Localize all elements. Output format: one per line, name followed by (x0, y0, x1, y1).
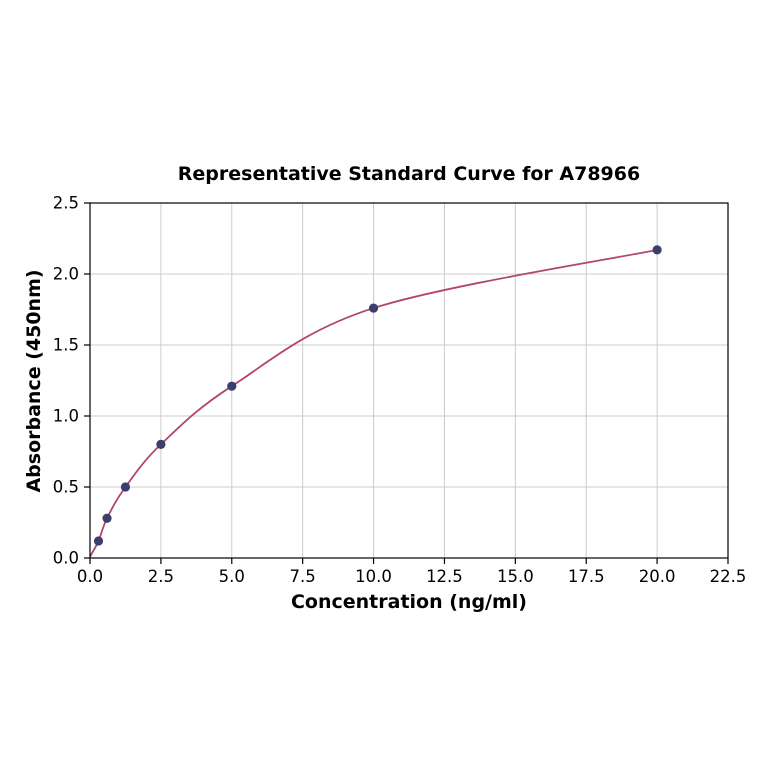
fit-curve (89, 248, 658, 558)
plot-border (89, 202, 729, 559)
data-point (93, 536, 104, 546)
y-tick-label: 2.0 (53, 265, 79, 284)
x-tick-label: 17.5 (568, 567, 605, 586)
y-tick-label: 0.5 (53, 478, 79, 497)
y-tick-label: 2.5 (53, 194, 79, 213)
fit-curve-path (89, 248, 658, 558)
y-tick-label: 1.0 (53, 407, 79, 426)
x-tick-label: 2.5 (148, 567, 174, 586)
x-tick-label: 20.0 (639, 567, 676, 586)
x-tick-label: 12.5 (426, 567, 463, 586)
tick-labels: 0.0 2.5 5.0 7.5 10.0 12.5 15.0 17.5 20.0 22.5 0.0 0… (53, 194, 747, 587)
x-axis-label: Concentration (ng/ml) (291, 591, 527, 613)
data-point (156, 439, 166, 449)
axes (84, 202, 729, 564)
data-points (93, 245, 662, 546)
x-tick-label: 7.5 (290, 567, 316, 586)
x-tick-label: 15.0 (497, 567, 534, 586)
y-axis-label: Absorbance (450nm) (23, 269, 45, 492)
x-tick-label: 0.0 (77, 567, 103, 586)
data-point (102, 513, 112, 523)
data-point (368, 303, 379, 313)
grid-lines (89, 202, 729, 559)
y-tick-label: 1.5 (53, 336, 79, 355)
x-tick-label: 10.0 (355, 567, 392, 586)
x-tick-label: 5.0 (219, 567, 245, 586)
data-point (652, 245, 662, 255)
y-tick-label: 0.0 (53, 549, 79, 568)
x-tick-label: 22.5 (710, 567, 747, 586)
data-point (227, 381, 237, 391)
chart-title: Representative Standard Curve for A78966 (178, 163, 640, 185)
data-point (120, 482, 131, 492)
